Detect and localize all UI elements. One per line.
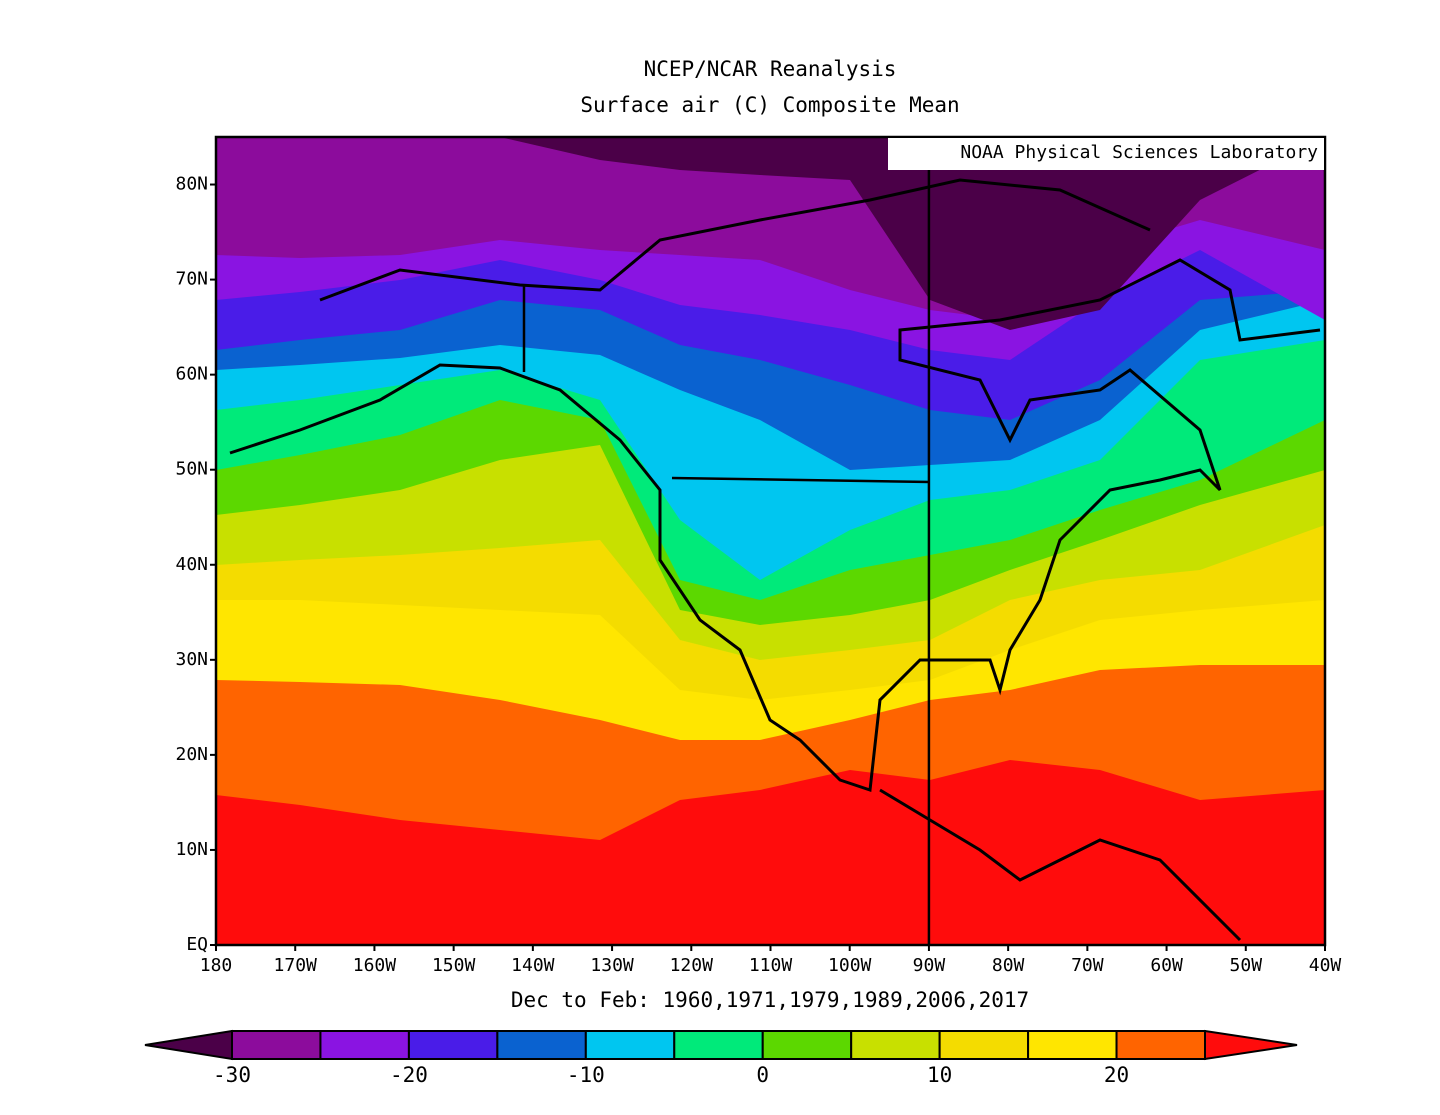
temperature-band — [216, 137, 1325, 330]
colorbar-box — [850, 1030, 941, 1060]
credit-box — [888, 138, 1324, 170]
field — [216, 137, 1325, 945]
y-tick-label: 10N — [175, 839, 208, 860]
credit: NOAA Physical Sciences Laboratory — [960, 142, 1318, 163]
colorbar-box — [1027, 1030, 1118, 1060]
x-tick-label: 40W — [1309, 955, 1342, 976]
colorbar-box — [938, 1030, 1030, 1060]
colorbar-tick-label: 0 — [756, 1063, 769, 1087]
colorbar-box — [1115, 1030, 1206, 1060]
x-tick-label: 120W — [670, 955, 714, 976]
colorbar-extend-high — [1204, 1029, 1298, 1061]
x-tick-label: 150W — [432, 955, 476, 976]
y-tick-label: 20N — [175, 744, 208, 765]
colorbar-box — [584, 1030, 676, 1060]
title: NCEP/NCAR Reanalysis — [644, 57, 897, 81]
y-tick-label: EQ — [186, 934, 208, 955]
colorbar-tick-label: -10 — [567, 1063, 605, 1087]
y-tick-label: 60N — [175, 364, 208, 385]
x-tick-label: 60W — [1150, 955, 1183, 976]
x-tick-label: 130W — [590, 955, 634, 976]
y-tick-label: 50N — [175, 459, 208, 480]
y-tick-label: 40N — [175, 554, 208, 575]
x-tick-label: 170W — [274, 955, 318, 976]
colorbar-box — [673, 1030, 764, 1060]
colorbar-tick-label: 20 — [1104, 1063, 1129, 1087]
subtitle: Surface air (C) Composite Mean — [580, 93, 959, 117]
colorbar-tick-label: -30 — [213, 1063, 251, 1087]
x-tick-label: 70W — [1071, 955, 1104, 976]
x-tick-label: 80W — [992, 955, 1025, 976]
colorbar-tick-label: -20 — [390, 1063, 428, 1087]
colorbar-box — [231, 1030, 322, 1060]
colorbar-extend-low — [144, 1029, 233, 1061]
map: NOAA Physical Sciences Laboratory EQ 10N 20… — [175, 135, 1342, 976]
x-tick-label: 90W — [913, 955, 946, 976]
y-tick-label: 70N — [175, 269, 208, 290]
x-tick-label: 180 — [200, 955, 233, 976]
colorbar-box — [319, 1030, 410, 1060]
y-tick-label: 80N — [175, 174, 208, 195]
x-tick-label: 140W — [511, 955, 555, 976]
colorbar-tick-label: 10 — [927, 1063, 952, 1087]
border — [671, 476, 931, 484]
x-tick-label: 50W — [1230, 955, 1263, 976]
colorbar: -30 -20 -10 0 10 20 — [144, 1029, 1298, 1087]
x-tick-label: 110W — [749, 955, 793, 976]
x-tick-label: 100W — [828, 955, 872, 976]
y-tick-label: 30N — [175, 649, 208, 670]
colorbar-box — [496, 1030, 587, 1060]
coastline — [229, 178, 1321, 942]
period-label: Dec to Feb: 1960,1971,1979,1989,2006,201… — [511, 988, 1029, 1012]
colorbar-box — [407, 1030, 499, 1060]
colorbar-box — [761, 1030, 853, 1060]
x-tick-label: 160W — [353, 955, 397, 976]
